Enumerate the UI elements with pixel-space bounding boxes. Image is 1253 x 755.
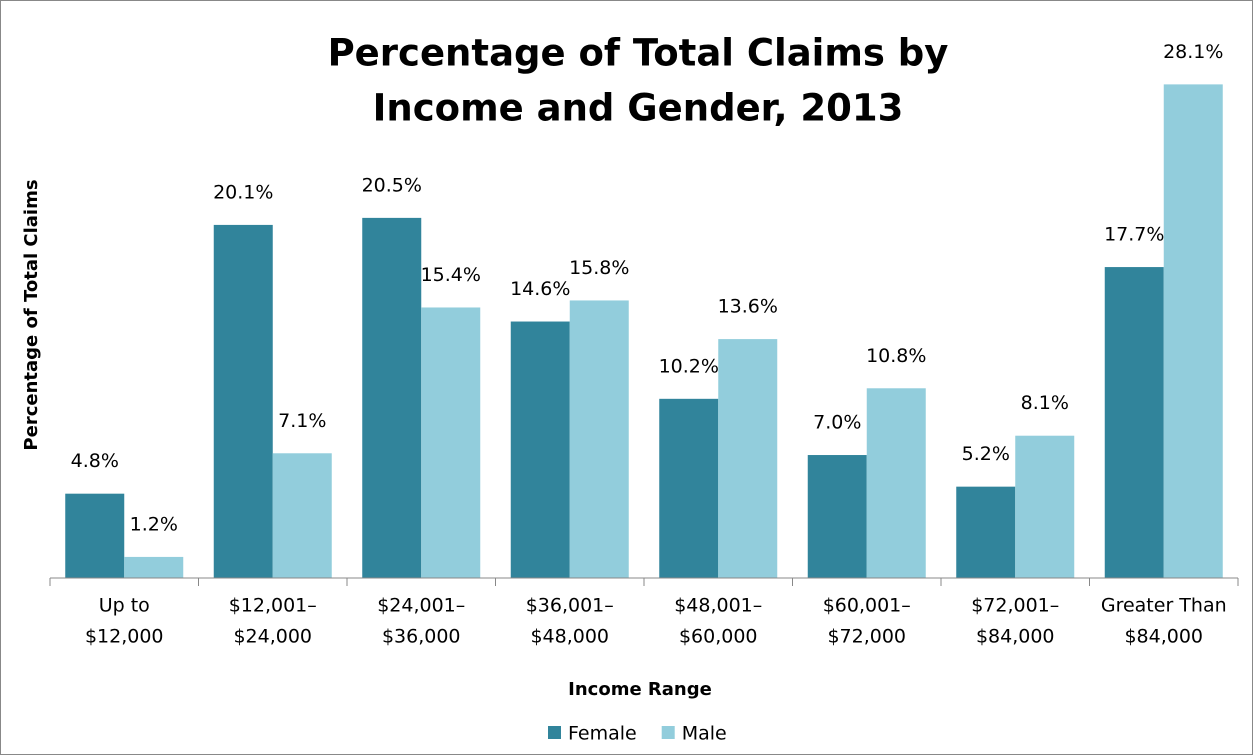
data-label: 17.7% bbox=[1104, 224, 1164, 246]
bar bbox=[65, 493, 125, 578]
chart-title: Percentage of Total Claims by bbox=[328, 32, 949, 75]
bar bbox=[659, 398, 719, 578]
bar bbox=[213, 224, 273, 578]
data-label: 7.1% bbox=[278, 410, 326, 432]
bar bbox=[956, 486, 1016, 578]
x-tick-label: Up to bbox=[99, 595, 150, 617]
x-tick-label: $12,000 bbox=[85, 626, 164, 648]
data-label: 20.5% bbox=[362, 174, 422, 196]
data-label: 15.4% bbox=[421, 264, 481, 286]
bar bbox=[124, 556, 184, 578]
data-label: 28.1% bbox=[1163, 41, 1223, 63]
x-tick-label: $12,001– bbox=[229, 595, 317, 617]
bar bbox=[866, 388, 926, 578]
x-tick-label: $24,000 bbox=[233, 626, 312, 648]
x-tick-label: $72,000 bbox=[827, 626, 906, 648]
y-axis-title: Percentage of Total Claims bbox=[21, 179, 42, 450]
bar bbox=[718, 339, 778, 578]
data-label: 5.2% bbox=[962, 443, 1010, 465]
x-tick-label: $48,001– bbox=[674, 595, 762, 617]
bar bbox=[421, 307, 481, 578]
x-tick-label: $60,000 bbox=[679, 626, 758, 648]
data-label: 14.6% bbox=[510, 278, 570, 300]
x-tick-label: $84,000 bbox=[1124, 626, 1203, 648]
bar bbox=[807, 455, 867, 578]
data-label: 1.2% bbox=[130, 513, 178, 535]
x-tick-label: $36,001– bbox=[526, 595, 614, 617]
x-tick-label: $24,001– bbox=[377, 595, 465, 617]
bar bbox=[362, 217, 422, 578]
data-label: 10.2% bbox=[659, 355, 719, 377]
x-tick-label: $48,000 bbox=[530, 626, 609, 648]
data-label: 13.6% bbox=[718, 296, 778, 318]
chart-title: Income and Gender, 2013 bbox=[373, 87, 904, 130]
data-label: 7.0% bbox=[813, 412, 861, 434]
x-tick-label: $84,000 bbox=[976, 626, 1055, 648]
legend-swatch bbox=[548, 726, 561, 739]
bar bbox=[510, 321, 570, 578]
bar bbox=[1163, 84, 1223, 579]
x-tick-label: $36,000 bbox=[382, 626, 461, 648]
legend-swatch bbox=[661, 726, 675, 739]
bar bbox=[272, 453, 332, 578]
bar bbox=[1015, 435, 1075, 578]
bar bbox=[1104, 267, 1164, 578]
x-tick-label: $72,001– bbox=[971, 595, 1059, 617]
legend-label: Male bbox=[682, 723, 727, 745]
bar bbox=[569, 300, 629, 578]
legend-label: Female bbox=[568, 723, 637, 745]
x-axis-title: Income Range bbox=[568, 679, 712, 700]
data-label: 4.8% bbox=[71, 450, 119, 472]
x-tick-label: Greater Than bbox=[1101, 595, 1227, 617]
data-label: 10.8% bbox=[866, 345, 926, 367]
x-tick-label: $60,001– bbox=[823, 595, 911, 617]
data-label: 15.8% bbox=[569, 257, 629, 279]
data-label: 20.1% bbox=[213, 181, 273, 203]
data-label: 8.1% bbox=[1021, 392, 1069, 414]
